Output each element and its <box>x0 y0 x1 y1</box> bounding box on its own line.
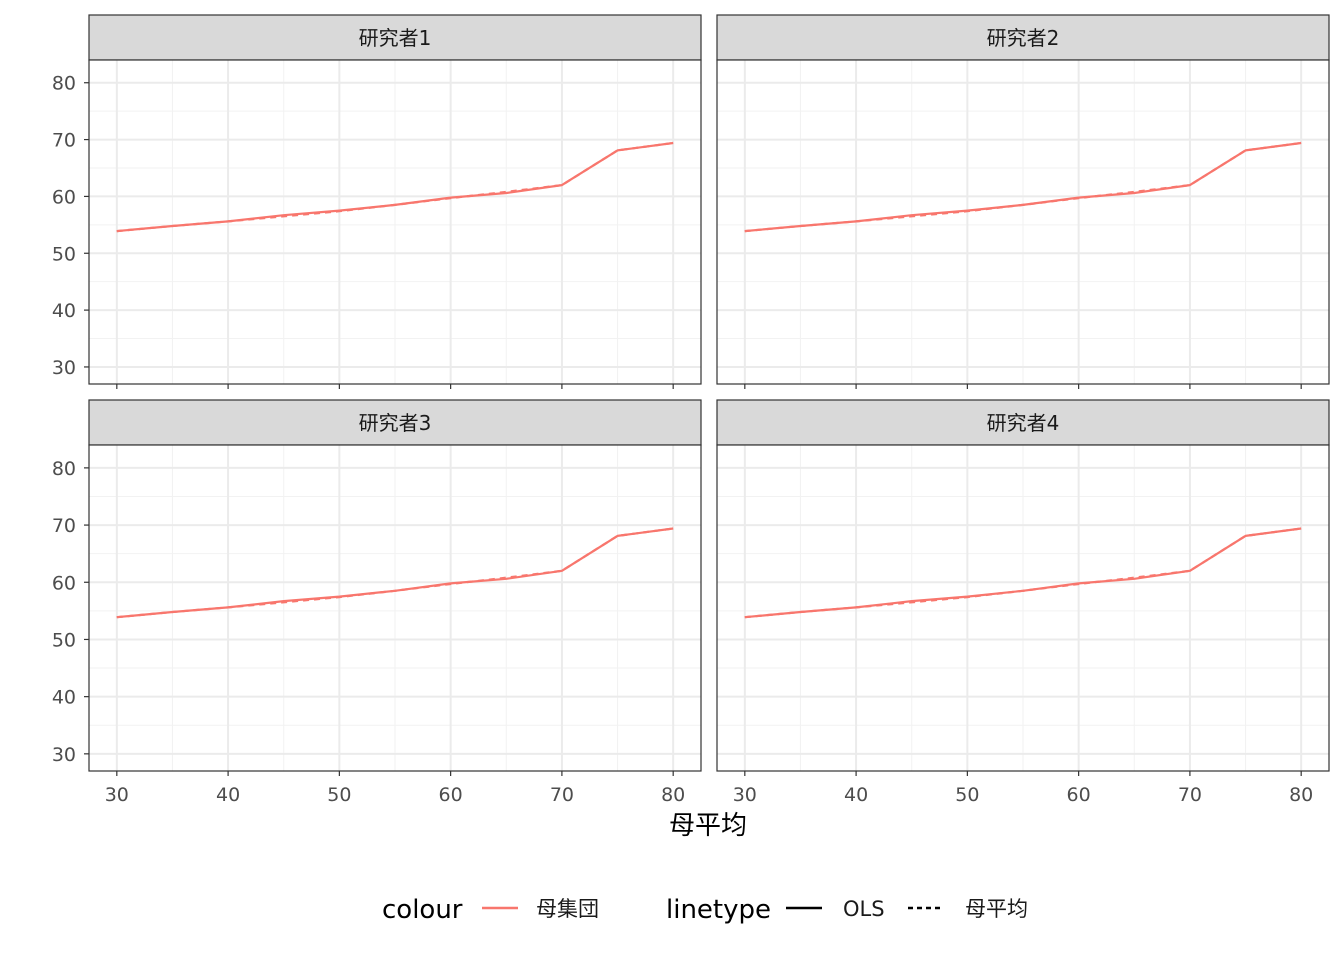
panels-layer: 研究者1 30 40 50 60 70 80 研究者2 研究者3 30 40 50 60 70 80 30 40… <box>52 14 1330 806</box>
y-tick-label: 50 <box>52 629 76 651</box>
legend: colour 母集団 linetype OLS 母平均 <box>382 895 1028 925</box>
y-tick-label: 60 <box>52 572 76 594</box>
legend-colour-title: colour <box>382 895 463 925</box>
facet-panel-2: 研究者2 <box>716 14 1330 389</box>
x-tick-label: 40 <box>216 784 240 806</box>
legend-linetype-title: linetype <box>666 895 771 925</box>
facet-strip <box>716 399 1330 446</box>
facet-strip-title: 研究者1 <box>359 26 432 50</box>
facet-strip-title: 研究者3 <box>359 411 432 435</box>
series-line-mean <box>116 527 674 619</box>
facet-strip <box>88 399 702 446</box>
facet-strip <box>716 14 1330 61</box>
series-line-mean <box>744 141 1302 233</box>
y-tick-label: 80 <box>52 458 76 480</box>
panel-border <box>716 444 1330 772</box>
y-tick-label: 50 <box>52 243 76 265</box>
y-tick-label: 60 <box>52 186 76 208</box>
x-tick-label: 50 <box>327 784 351 806</box>
x-tick-label: 70 <box>550 784 574 806</box>
panel-border <box>88 59 702 385</box>
y-tick-label: 30 <box>52 357 76 379</box>
facet-panel-1: 研究者1 30 40 50 60 70 80 <box>52 14 702 389</box>
x-tick-label: 60 <box>439 784 463 806</box>
x-tick-label: 30 <box>105 784 129 806</box>
facet-strip <box>88 14 702 61</box>
panel-border <box>716 59 1330 385</box>
series-line-mean <box>116 141 674 233</box>
facet-panel-3: 研究者3 30 40 50 60 70 80 30 40 50 60 70 80 <box>52 399 702 806</box>
y-tick-label: 40 <box>52 300 76 322</box>
legend-linetype-label-ols: OLS <box>843 897 885 921</box>
x-tick-label: 50 <box>955 784 979 806</box>
x-tick-label: 40 <box>844 784 868 806</box>
y-tick-label: 80 <box>52 73 76 95</box>
y-tick-label: 70 <box>52 130 76 152</box>
legend-colour-label: 母集団 <box>536 897 599 921</box>
x-tick-label: 80 <box>1289 784 1313 806</box>
y-tick-label: 70 <box>52 515 76 537</box>
y-tick-label: 40 <box>52 687 76 709</box>
series-line-mean <box>744 527 1302 619</box>
y-tick-label: 30 <box>52 744 76 766</box>
x-tick-label: 60 <box>1067 784 1091 806</box>
panel-border <box>88 444 702 772</box>
legend-linetype-label-mean: 母平均 <box>965 897 1028 921</box>
facet-strip-title: 研究者4 <box>987 411 1060 435</box>
facet-panel-4: 研究者4 30 40 50 60 70 80 <box>716 399 1330 806</box>
x-axis-title: 母平均 <box>669 811 747 841</box>
facet-strip-title: 研究者2 <box>987 26 1060 50</box>
x-tick-label: 70 <box>1178 784 1202 806</box>
x-tick-label: 80 <box>661 784 685 806</box>
x-tick-label: 30 <box>733 784 757 806</box>
